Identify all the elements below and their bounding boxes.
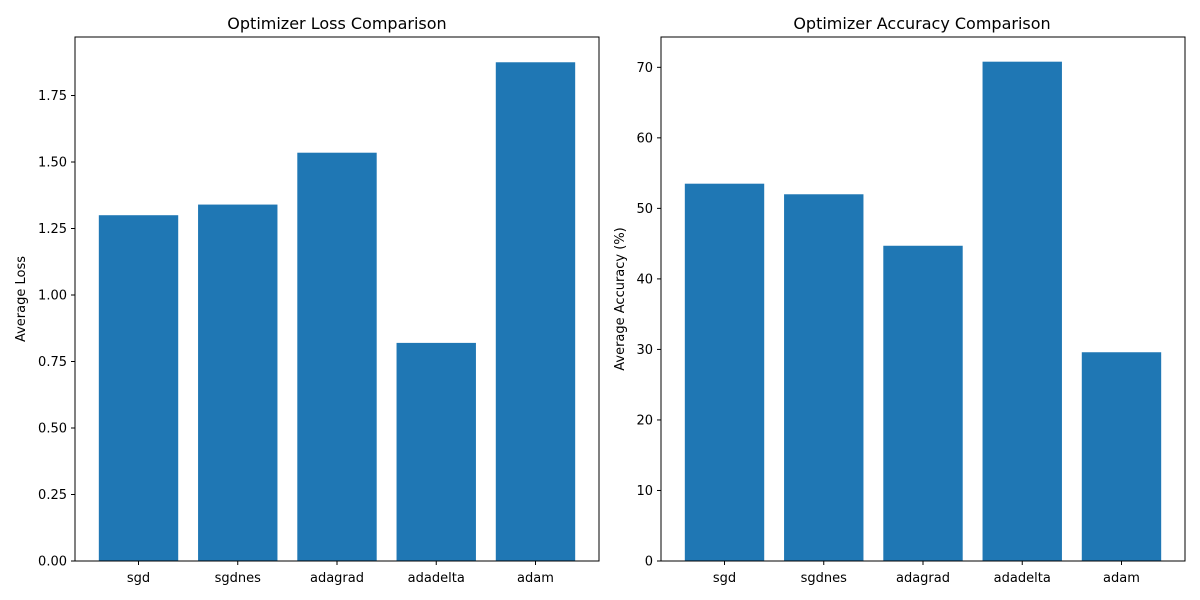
loss-bar-sgd <box>98 215 179 561</box>
accuracy-axes-frame <box>660 36 1186 562</box>
loss-x-tick-label: adam <box>517 571 554 586</box>
loss-x-ticks: sgd sgdnes adagrad adadelta adam <box>127 561 554 586</box>
accuracy-y-tick-label: 20 <box>636 413 653 428</box>
accuracy-bar-adadelta <box>982 61 1062 561</box>
accuracy-bar-adam <box>1081 352 1162 561</box>
loss-bar-adagrad <box>297 152 377 562</box>
loss-x-tick-label: adadelta <box>408 571 465 586</box>
loss-chart-title: Optimizer Loss Comparison <box>227 14 446 33</box>
accuracy-chart-title: Optimizer Accuracy Comparison <box>793 14 1050 33</box>
loss-y-tick-label: 0.75 <box>38 355 67 370</box>
loss-y-tick-label: 0.25 <box>38 488 67 503</box>
accuracy-y-tick-label: 40 <box>636 272 653 287</box>
accuracy-y-tick-label: 70 <box>636 61 653 76</box>
accuracy-bar-sgd <box>684 183 765 562</box>
loss-y-tick-label: 1.25 <box>38 222 67 237</box>
accuracy-y-axis-label: Average Accuracy (%) <box>613 227 628 371</box>
accuracy-bars <box>684 61 1162 562</box>
loss-bars <box>98 62 576 562</box>
loss-y-axis-label: Average Loss <box>14 256 29 342</box>
accuracy-y-tick-label: 10 <box>636 484 653 499</box>
loss-y-tick-label: 0.50 <box>38 422 67 437</box>
accuracy-y-tick-label: 30 <box>636 343 653 358</box>
loss-x-tick-label: adagrad <box>310 571 364 586</box>
loss-y-tick-label: 1.75 <box>38 89 67 104</box>
loss-y-ticks: 0.00 0.25 0.50 0.75 1.00 1.25 1.50 1.75 <box>38 89 75 570</box>
accuracy-bar-adagrad <box>883 245 963 561</box>
accuracy-chart: Optimizer Accuracy Comparison 0 10 20 30 40 5… <box>613 14 1186 586</box>
accuracy-x-ticks: sgd sgdnes adagrad adadelta adam <box>713 561 1140 586</box>
loss-chart: Optimizer Loss Comparison 0.000.250.500.… <box>14 14 600 586</box>
accuracy-y-tick-label: 60 <box>636 131 653 146</box>
loss-axes-frame <box>74 36 600 562</box>
accuracy-x-tick-label: sgd <box>713 571 736 586</box>
loss-bar-adam <box>495 62 576 561</box>
loss-y-tick-label: 1.00 <box>38 289 67 304</box>
loss-bar-adadelta <box>396 342 476 561</box>
accuracy-x-tick-label: adadelta <box>994 571 1051 586</box>
loss-y-tick-label: 1.50 <box>38 156 67 171</box>
accuracy-bar-sgdnes <box>784 194 864 562</box>
loss-x-tick-label: sgdnes <box>215 571 262 586</box>
accuracy-y-tick-label: 50 <box>636 202 653 217</box>
accuracy-y-ticks: 0 10 20 30 40 50 60 70 <box>636 61 661 570</box>
accuracy-x-tick-label: adagrad <box>896 571 950 586</box>
loss-x-tick-label: sgd <box>127 571 150 586</box>
accuracy-y-tick-label: 0 <box>645 555 653 570</box>
loss-bar-sgdnes <box>198 204 278 561</box>
accuracy-x-tick-label: sgdnes <box>801 571 848 586</box>
accuracy-x-tick-label: adam <box>1103 571 1140 586</box>
loss-y-tick-label: 0.00 <box>38 555 67 570</box>
